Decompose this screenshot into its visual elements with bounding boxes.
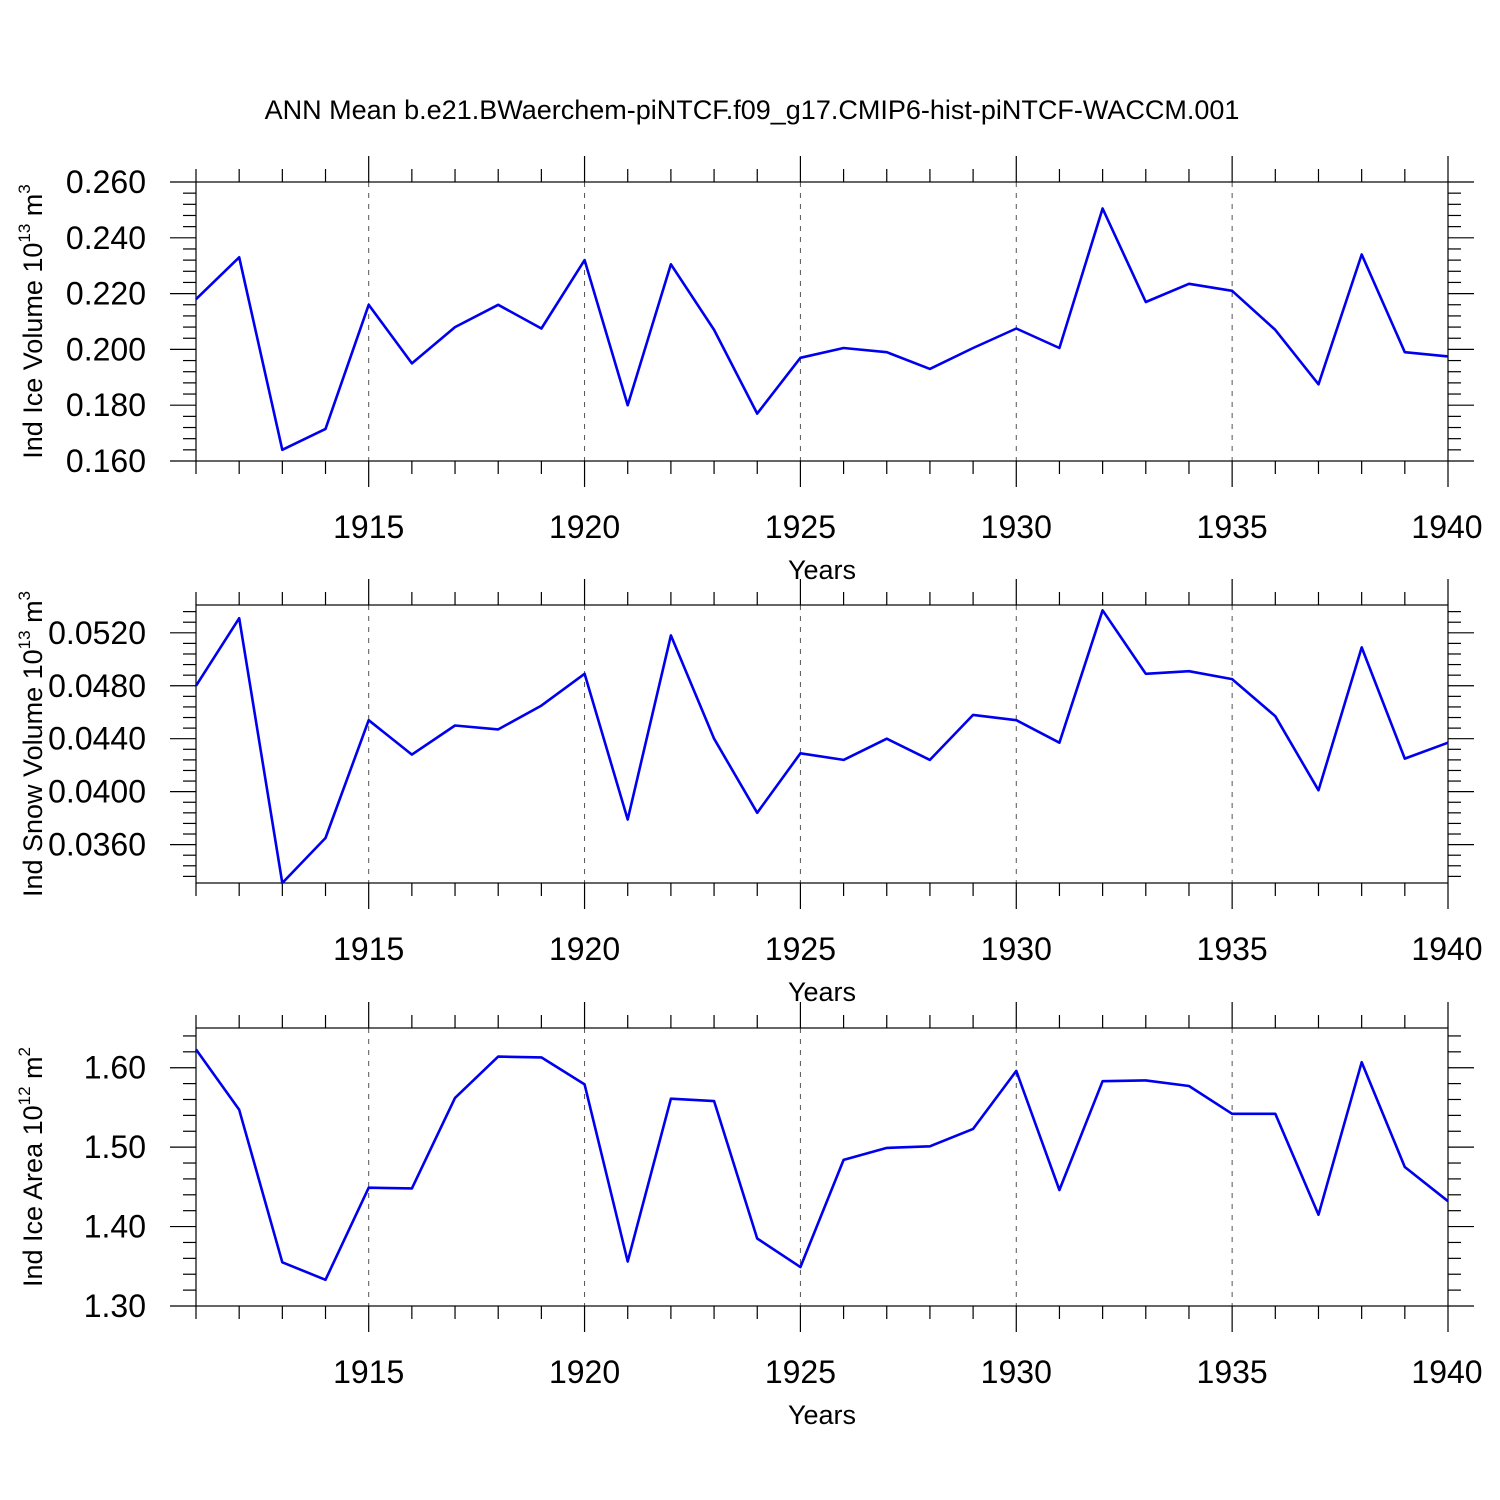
y-tick-label: 1.30 bbox=[84, 1288, 146, 1324]
y-tick-label: 0.0480 bbox=[48, 668, 146, 704]
y-tick-label: 1.60 bbox=[84, 1050, 146, 1086]
y-tick-label: 1.50 bbox=[84, 1129, 146, 1165]
y-tick-label: 0.0360 bbox=[48, 827, 146, 863]
x-tick-label: 1915 bbox=[333, 509, 404, 545]
y-tick-label: 0.260 bbox=[66, 164, 146, 200]
y-axis-label: Ind Ice Volume 1013 m3 bbox=[15, 184, 48, 459]
y-tick-label: 1.40 bbox=[84, 1209, 146, 1245]
y-tick-label: 0.240 bbox=[66, 220, 146, 256]
x-tick-label: 1935 bbox=[1197, 509, 1268, 545]
x-tick-label: 1920 bbox=[549, 931, 620, 967]
y-axis-label: Ind Snow Volume 1013 m3 bbox=[15, 591, 48, 897]
x-axis-label: Years bbox=[788, 977, 856, 1007]
series-line bbox=[194, 608, 1449, 885]
x-tick-label: 1925 bbox=[765, 931, 836, 967]
y-tick-label: 0.0440 bbox=[48, 721, 146, 757]
x-tick-label: 1940 bbox=[1411, 931, 1482, 967]
x-tick-label: 1915 bbox=[333, 931, 404, 967]
y-tick-label: 0.180 bbox=[66, 387, 146, 423]
x-axis-label: Years bbox=[788, 555, 856, 585]
plot-frame bbox=[195, 1027, 1449, 1307]
y-tick-label: 0.0400 bbox=[48, 774, 146, 810]
series-line bbox=[195, 207, 1449, 452]
chart-panel-1: 0.160 0.180 0.200 0.220 0.240 0.260 1915 1920 19… bbox=[15, 156, 1483, 585]
x-tick-label: 1930 bbox=[981, 509, 1052, 545]
chart-panel-3: 1.30 1.40 1.50 1.60 1915 1920 1925 1930 1935 1940… bbox=[15, 1002, 1483, 1430]
x-tick-label: 1930 bbox=[981, 931, 1052, 967]
chart-panel-2: 0.0360 0.0400 0.0440 0.0480 0.0520 1915 1920 19… bbox=[15, 579, 1483, 1007]
x-tick-label: 1925 bbox=[765, 509, 836, 545]
x-tick-label: 1920 bbox=[549, 509, 620, 545]
x-axis-label: Years bbox=[788, 1400, 856, 1430]
plot-frame bbox=[195, 181, 1449, 462]
x-tick-label: 1920 bbox=[549, 1354, 620, 1390]
x-tick-label: 1935 bbox=[1197, 931, 1268, 967]
y-tick-label: 0.200 bbox=[66, 331, 146, 367]
figure-title: ANN Mean b.e21.BWaerchem-piNTCF.f09_g17.… bbox=[265, 95, 1240, 125]
y-tick-label: 0.220 bbox=[66, 276, 146, 312]
x-tick-label: 1925 bbox=[765, 1354, 836, 1390]
y-tick-label: 0.160 bbox=[66, 443, 146, 479]
series-line bbox=[194, 1048, 1449, 1282]
x-tick-label: 1940 bbox=[1411, 1354, 1482, 1390]
y-axis-label: Ind Ice Area 1012 m2 bbox=[15, 1047, 48, 1287]
x-tick-label: 1930 bbox=[981, 1354, 1052, 1390]
x-tick-label: 1915 bbox=[333, 1354, 404, 1390]
x-tick-label: 1940 bbox=[1411, 509, 1482, 545]
x-tick-label: 1935 bbox=[1197, 1354, 1268, 1390]
y-tick-label: 0.0520 bbox=[48, 615, 146, 651]
